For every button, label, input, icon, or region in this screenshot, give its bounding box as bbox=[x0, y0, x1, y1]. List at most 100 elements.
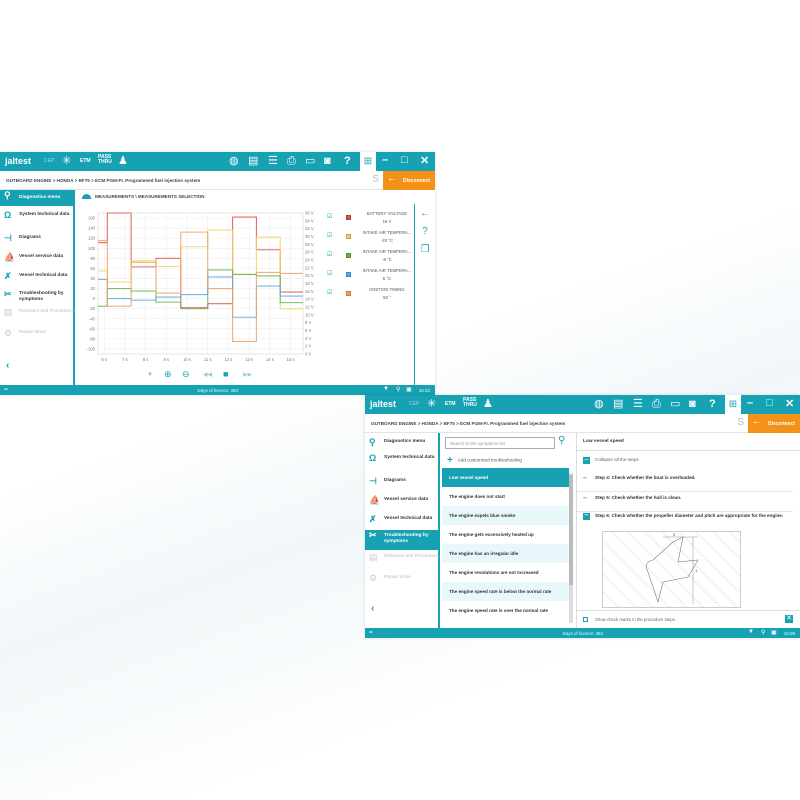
series-color-swatch[interactable] bbox=[346, 234, 351, 239]
series-checkbox[interactable]: ☑ bbox=[327, 290, 333, 296]
header-bar: jaltest CEP ✳ ETM PASS THRU ♟ ◍ ▤ ☰ ⎙ ▭ … bbox=[0, 152, 435, 171]
collapse-all-steps[interactable]: – Collapse all the steps bbox=[577, 456, 793, 471]
minimize-button[interactable]: – bbox=[747, 397, 754, 409]
list-item[interactable]: Low vessel speed bbox=[442, 468, 569, 487]
step-4[interactable]: – Step 4: Check whether the boat is overl… bbox=[577, 475, 793, 492]
sidebar-item-vessel-service-data[interactable]: ⛵ Vessel service data bbox=[0, 253, 75, 262]
document-search-icon[interactable]: ▤ bbox=[613, 398, 624, 410]
list-item[interactable]: The engine expels blue smoke bbox=[442, 506, 569, 525]
sidebar-item-diagnostics-menu[interactable]: ⚲ Diagnostics menu bbox=[0, 190, 75, 206]
user-icon[interactable]: ♟ bbox=[483, 398, 493, 410]
maximize-button[interactable]: □ bbox=[766, 397, 773, 409]
battery-icon[interactable]: ▭ bbox=[670, 398, 681, 410]
x-tick-label: 9 s bbox=[164, 357, 170, 362]
y-tick-label: 60 bbox=[90, 266, 95, 271]
y-tick-label: -100 bbox=[87, 346, 96, 351]
copy-icon[interactable]: ❐ bbox=[420, 244, 430, 255]
zoom-out-icon[interactable]: ⊖ bbox=[182, 369, 190, 379]
y-tick-label: -40 bbox=[89, 316, 96, 321]
filter-icon[interactable]: ▼ bbox=[147, 372, 153, 378]
series-checkbox[interactable]: ☑ bbox=[327, 271, 333, 277]
sidebar-item-vessel-technical-data[interactable]: ✗ Vessel technical data bbox=[0, 272, 75, 281]
y2-tick-label: 4 V bbox=[305, 336, 311, 341]
sidebar-item-system-technical-data[interactable]: Ω System technical data bbox=[365, 454, 440, 463]
dimension-label-1: 1 bbox=[695, 568, 698, 573]
stop-icon[interactable]: ■ bbox=[223, 369, 229, 379]
device-icon: ▣ bbox=[406, 387, 412, 393]
sidebar-item-diagrams[interactable]: ⊣ Diagrams bbox=[365, 477, 440, 486]
list-item[interactable]: The engine speed rate is over the normal… bbox=[449, 607, 549, 613]
globe-icon[interactable]: ◍ bbox=[229, 155, 239, 167]
checkbox[interactable] bbox=[583, 617, 588, 622]
pass-thru-button[interactable]: PASS THRU bbox=[463, 397, 477, 408]
sidebar-item-diagrams[interactable]: ⊣ Diagrams bbox=[0, 234, 75, 243]
sidebar-item-troubleshooting[interactable]: ✂ Troubleshooting by symptoms bbox=[0, 290, 75, 303]
list-icon[interactable]: ☰ bbox=[633, 398, 643, 410]
close-button[interactable]: ✕ bbox=[420, 155, 430, 167]
document-search-icon[interactable]: ▤ bbox=[248, 155, 259, 167]
list-scrollbar[interactable] bbox=[569, 473, 573, 623]
scan-icon[interactable]: ✳ bbox=[427, 398, 437, 410]
sidebar-item-troubleshooting[interactable]: ✂ Troubleshooting by symptoms bbox=[365, 530, 440, 550]
cep-button[interactable]: CEP bbox=[409, 401, 420, 407]
rewind-icon[interactable]: ◂◂ bbox=[203, 369, 213, 379]
disconnect-button[interactable]: ← Disconnect bbox=[748, 414, 800, 433]
series-color-swatch[interactable] bbox=[346, 253, 351, 258]
series-color-swatch[interactable] bbox=[346, 215, 351, 220]
symptoms-search-input[interactable]: Search in the symptoms list bbox=[445, 437, 555, 449]
series-checkbox[interactable]: ☑ bbox=[327, 214, 333, 220]
collapse-sidebar-icon[interactable]: ‹ bbox=[371, 603, 375, 614]
list-icon[interactable]: ☰ bbox=[268, 155, 278, 167]
printer-icon[interactable]: ⎙ bbox=[287, 155, 296, 167]
zoom-in-icon[interactable]: ⊕ bbox=[164, 369, 172, 379]
add-troubleshooting-button[interactable]: + Add customized troubleshooting bbox=[447, 455, 522, 466]
etm-button[interactable]: ETM bbox=[80, 158, 91, 164]
battery-icon[interactable]: ▭ bbox=[305, 155, 316, 167]
omega-icon: Ω bbox=[4, 210, 12, 220]
globe-icon[interactable]: ◍ bbox=[594, 398, 604, 410]
list-item[interactable]: The engine has an irregular idle bbox=[442, 544, 569, 563]
series-color-swatch[interactable] bbox=[346, 291, 351, 296]
sidebar-item-vessel-technical-data[interactable]: ✗ Vessel technical data bbox=[365, 515, 440, 524]
maximize-button[interactable]: □ bbox=[401, 154, 408, 166]
status-bar: ᵃᵖ Days of licence: 363 ▼ ⚲ ▣ 16:09 bbox=[365, 628, 800, 638]
forward-icon[interactable]: ▸▸ bbox=[243, 369, 253, 379]
apps-grid-icon[interactable]: ⊞ bbox=[725, 395, 741, 414]
sidebar-item-vessel-service-data[interactable]: ⛵ Vessel service data bbox=[365, 496, 440, 505]
list-item[interactable]: The engine does not start bbox=[449, 493, 505, 499]
apps-grid-icon[interactable]: ⊞ bbox=[360, 152, 376, 171]
hint-icon[interactable]: ? bbox=[422, 226, 428, 237]
minimize-button[interactable]: – bbox=[382, 154, 389, 166]
back-arrow-icon[interactable]: ← bbox=[420, 208, 430, 219]
help-icon[interactable]: ? bbox=[344, 155, 351, 167]
user-icon[interactable]: ♟ bbox=[118, 155, 128, 167]
sidebar-item-label: Diagnostics menu bbox=[19, 195, 61, 200]
list-item[interactable]: The engine gets excessively heated up bbox=[449, 531, 534, 537]
y2-tick-label: 8 V bbox=[305, 320, 311, 325]
show-check-marks-option[interactable]: Show check marks in the procedure steps.… bbox=[577, 610, 800, 628]
sidebar-item-diagnostics-menu[interactable]: ⚲ Diagnostics menu bbox=[365, 438, 440, 447]
disconnect-button[interactable]: ← Disconnect bbox=[383, 171, 435, 190]
close-detail-button[interactable]: ✕ bbox=[785, 615, 793, 623]
list-item[interactable]: The engine revolutions are not increased bbox=[449, 569, 539, 575]
y-tick-label: 0 bbox=[93, 296, 96, 301]
series-checkbox[interactable]: ☑ bbox=[327, 233, 333, 239]
x-tick-label: 10 s bbox=[183, 357, 191, 362]
pass-thru-button[interactable]: PASS THRU bbox=[98, 154, 112, 165]
etm-button[interactable]: ETM bbox=[445, 401, 456, 407]
camera-icon[interactable]: ◙ bbox=[689, 398, 696, 410]
series-checkbox[interactable]: ☑ bbox=[327, 252, 333, 258]
help-icon[interactable]: ? bbox=[709, 398, 716, 410]
search-icon[interactable]: ⚲ bbox=[558, 435, 566, 446]
series-color-swatch[interactable] bbox=[346, 272, 351, 277]
sidebar-item-system-technical-data[interactable]: Ω System technical data bbox=[0, 210, 75, 220]
scan-icon[interactable]: ✳ bbox=[62, 155, 72, 167]
cep-button[interactable]: CEP bbox=[44, 158, 55, 164]
camera-icon[interactable]: ◙ bbox=[324, 155, 331, 167]
step-6[interactable]: – Step 6: Check whether the propeller dia… bbox=[577, 512, 793, 529]
step-5[interactable]: – Step 5: Check whether the hull is clean… bbox=[577, 495, 793, 512]
list-item[interactable]: The engine speed rate is below the norma… bbox=[442, 582, 569, 601]
close-button[interactable]: ✕ bbox=[785, 398, 795, 410]
collapse-sidebar-icon[interactable]: ‹ bbox=[6, 360, 10, 371]
printer-icon[interactable]: ⎙ bbox=[652, 398, 661, 410]
